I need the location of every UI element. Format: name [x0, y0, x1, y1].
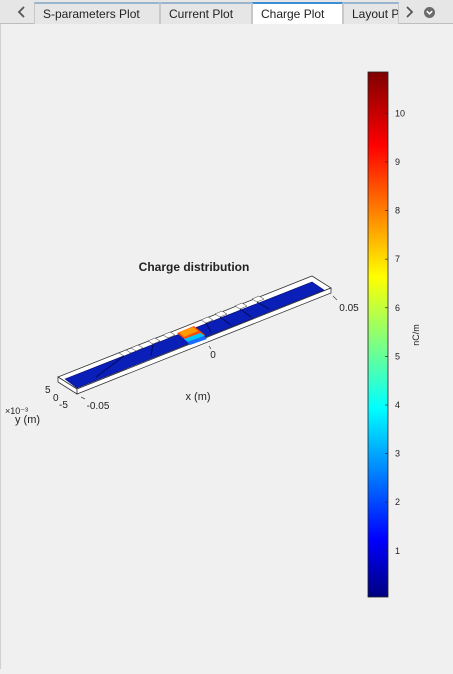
- x-tick-label: -0.05: [87, 401, 110, 412]
- y-tick-label: 0: [53, 393, 59, 404]
- y-tick-label: 5: [45, 385, 51, 396]
- tab-bar: S-parameters Plot Current Plot Charge Pl…: [0, 0, 453, 25]
- colorbar-tick-label: 6: [395, 303, 400, 313]
- plot-panel: Charge distribution: [0, 24, 453, 669]
- y-tick-label: -5: [59, 400, 68, 411]
- colorbar-tick-label: 7: [395, 254, 400, 264]
- tab-label: S-parameters Plot: [43, 7, 140, 21]
- colorbar-tick-label: 3: [395, 449, 400, 459]
- colorbar-tick-label: 1: [395, 546, 400, 556]
- plot-canvas: Charge distribution: [5, 71, 421, 598]
- plot-title: Charge distribution: [139, 260, 250, 274]
- colorbar-tick-label: 4: [395, 400, 400, 410]
- colorbar-tick-label: 2: [395, 497, 400, 507]
- chevron-left-icon[interactable]: [11, 2, 33, 22]
- colorbar-tick-label: 8: [395, 206, 400, 216]
- tab-label: Charge Plot: [261, 7, 325, 21]
- tab-current[interactable]: Current Plot: [160, 2, 252, 24]
- chevron-down-circle-icon[interactable]: [418, 2, 440, 22]
- tab-label: Current Plot: [169, 7, 234, 21]
- colorbar-tick-label: 9: [395, 157, 400, 167]
- x-tick-label: 0.05: [339, 303, 359, 314]
- x-axis-label: x (m): [185, 391, 210, 403]
- tab-charge[interactable]: Charge Plot: [252, 2, 343, 25]
- colorbar-tick-label: 5: [395, 351, 400, 361]
- board-3d: [57, 275, 332, 395]
- y-axis-multiplier: ×10⁻³: [5, 406, 28, 416]
- colorbar-label: nC/m: [411, 324, 421, 346]
- tab-layout[interactable]: Layout P: [343, 2, 399, 24]
- x-tick-label: 0: [210, 350, 216, 361]
- colorbar-tick-label: 10: [395, 108, 405, 118]
- tab-label: Layout P: [352, 7, 399, 21]
- tab-s-parameters[interactable]: S-parameters Plot: [34, 2, 160, 24]
- chevron-right-icon[interactable]: [398, 2, 420, 22]
- colorbar: 1 2 3 4 5 6 7 8 9 10 nC/m: [367, 71, 421, 598]
- y-axis-label: y (m): [15, 414, 40, 426]
